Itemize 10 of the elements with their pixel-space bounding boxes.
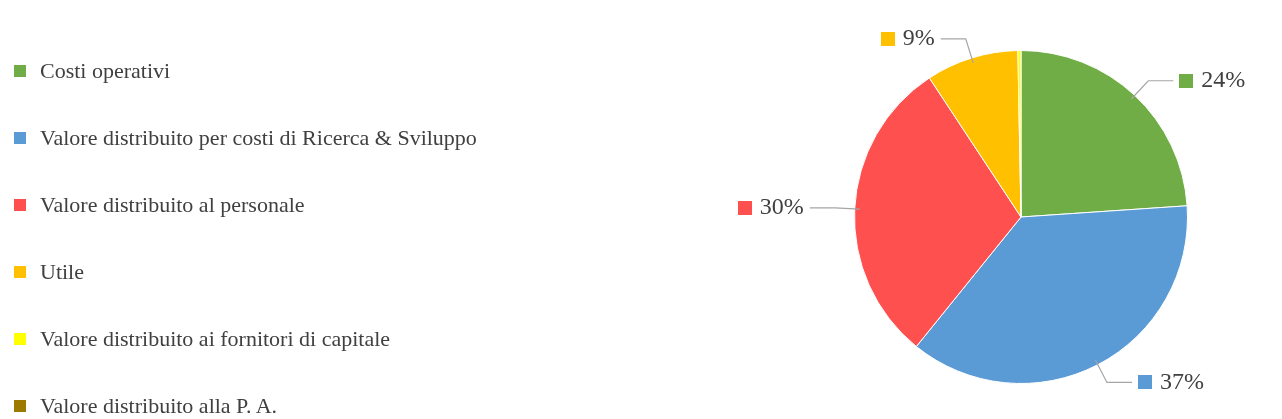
data-label: 9%	[902, 24, 935, 51]
legend-label: Costi operativi	[40, 58, 171, 84]
data-label: 37%	[1159, 367, 1204, 394]
legend-label: Valore distribuito al personale	[40, 192, 305, 218]
legend-label: Valore distribuito alla P. A.	[40, 393, 278, 419]
data-label: 30%	[759, 193, 804, 220]
data-label: 24%	[1201, 66, 1246, 93]
legend-label: Valore distribuito per costi di Ricerca & Sviluppo	[40, 125, 477, 151]
legend-label: Utile	[40, 259, 84, 285]
legend-label: Valore distribuito ai fornitori di capitale	[40, 326, 391, 352]
